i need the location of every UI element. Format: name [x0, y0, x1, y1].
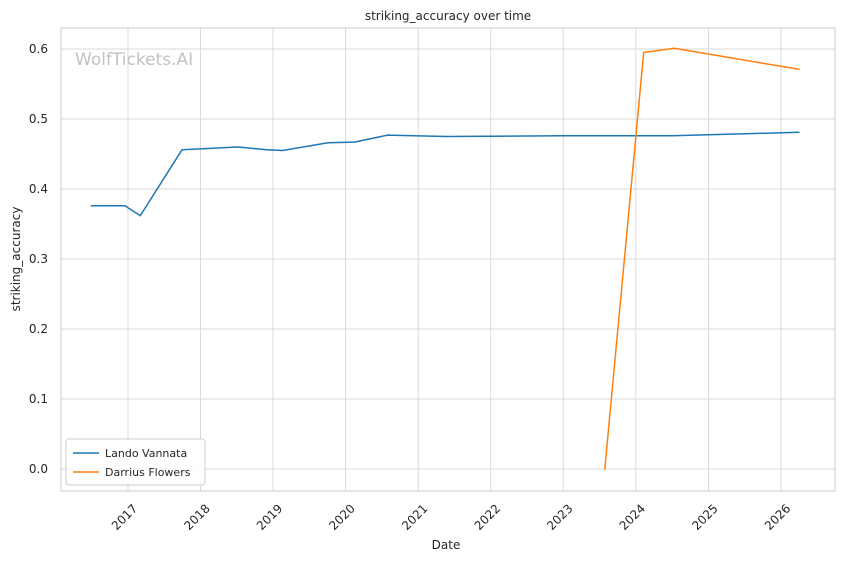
series-line-darrius-flowers: [604, 47, 800, 470]
x-axis-label: Date: [432, 538, 461, 552]
data-point: [603, 468, 606, 470]
data-point: [266, 149, 268, 151]
data-point: [642, 51, 645, 54]
legend-frame: [65, 438, 206, 486]
y-tick-label: 0.1: [29, 392, 48, 406]
series-lines: [90, 47, 800, 470]
plot-area: [60, 27, 836, 492]
data-point: [181, 149, 183, 151]
y-tick-label: 0.3: [29, 252, 48, 266]
legend-label-lando-vannata: Lando Vannata: [105, 447, 187, 460]
data-point: [124, 205, 126, 207]
series-line-lando-vannata: [91, 131, 799, 217]
data-point: [327, 142, 329, 144]
data-point: [281, 149, 284, 152]
y-tick-label: 0.0: [29, 462, 48, 476]
data-point: [353, 141, 356, 143]
data-point: [445, 135, 448, 138]
data-point: [673, 47, 676, 50]
data-point: [798, 68, 800, 71]
y-tick-label: 0.5: [29, 112, 48, 126]
watermark: WolfTickets.AI: [75, 50, 193, 70]
data-point: [562, 135, 565, 137]
y-axis-label: striking_accuracy: [9, 207, 23, 312]
chart-title: striking_accuracy over time: [365, 9, 531, 23]
y-tick-label: 0.6: [29, 42, 48, 56]
y-axis-ticks: 0.0 0.1 0.2 0.3 0.4 0.5 0.6: [29, 42, 48, 476]
y-tick-label: 0.4: [29, 182, 48, 196]
data-point: [387, 134, 389, 136]
data-point: [671, 135, 673, 137]
y-tick-label: 0.2: [29, 322, 48, 336]
data-point: [236, 146, 239, 148]
grid: [61, 28, 835, 491]
data-point: [139, 214, 142, 217]
data-point: [798, 131, 800, 134]
legend: Lando Vannata Darrius Flowers: [65, 438, 206, 486]
legend-label-darrius-flowers: Darrius Flowers: [105, 466, 191, 479]
data-point: [90, 205, 93, 207]
